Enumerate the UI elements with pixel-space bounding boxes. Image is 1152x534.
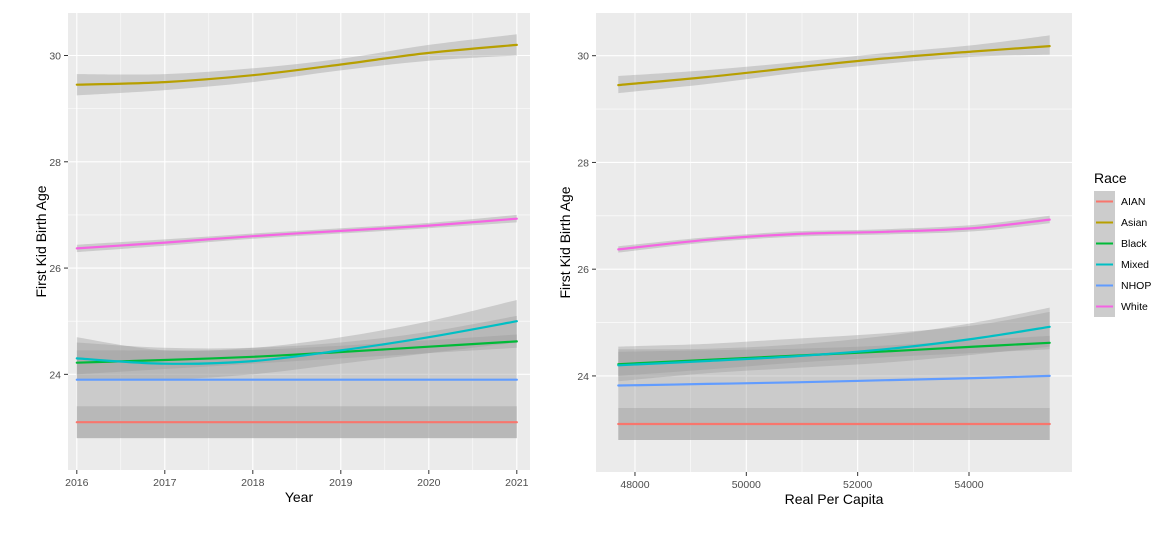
chart-year: 2016 2017 2018 2019 2020 2021 24 26 28 30 Year F… bbox=[33, 13, 530, 505]
y-axis-label: First Kid Birth Age bbox=[33, 185, 49, 297]
trend-lines-per-capita bbox=[617, 45, 1051, 426]
ribbon-nhop bbox=[76, 315, 517, 439]
legend-items: AIAN Asian Black Mixed NHOP White bbox=[1094, 191, 1151, 317]
legend-item-mixed: Mixed bbox=[1094, 254, 1149, 275]
plot-panel-year bbox=[68, 13, 530, 470]
ribbon-white bbox=[618, 215, 1050, 253]
y-tick-label: 30 bbox=[577, 51, 589, 63]
x-tick-label: 2020 bbox=[417, 477, 441, 489]
y-tick-label: 30 bbox=[49, 51, 61, 63]
legend-label: White bbox=[1121, 301, 1148, 313]
legend-item-black: Black bbox=[1094, 233, 1147, 254]
legend-label: AIAN bbox=[1121, 196, 1146, 208]
x-axis-ticks-year: 2016 2017 2018 2019 2020 2021 bbox=[65, 470, 529, 489]
x-axis-label: Real Per Capita bbox=[785, 491, 884, 507]
ribbon-mixed bbox=[618, 307, 1050, 382]
x-tick-label: 54000 bbox=[954, 479, 983, 491]
series-line-mixed bbox=[617, 325, 1051, 367]
series-line-mixed bbox=[75, 320, 518, 365]
y-tick-label: 28 bbox=[49, 157, 61, 169]
y-axis-label: First Kid Birth Age bbox=[557, 186, 573, 298]
y-axis-ticks-per-capita: 24 26 28 30 bbox=[577, 51, 596, 383]
y-tick-label: 24 bbox=[577, 371, 589, 383]
legend-item-asian: Asian bbox=[1094, 212, 1147, 233]
legend-item-aian: AIAN bbox=[1094, 191, 1146, 212]
x-tick-label: 2019 bbox=[329, 477, 353, 489]
legend-item-nhop: NHOP bbox=[1094, 275, 1151, 296]
trend-lines-year bbox=[75, 43, 518, 424]
x-axis-ticks-per-capita: 48000 50000 52000 54000 bbox=[620, 472, 984, 491]
x-tick-label: 48000 bbox=[620, 479, 649, 491]
gridlines-per-capita bbox=[596, 13, 1072, 472]
x-tick-label: 2021 bbox=[505, 477, 529, 489]
series-line-white bbox=[75, 217, 518, 250]
x-tick-label: 2018 bbox=[241, 477, 265, 489]
ribbon-black bbox=[618, 335, 1050, 376]
legend-title: Race bbox=[1094, 170, 1127, 186]
legend-item-white: White bbox=[1094, 296, 1148, 317]
chart-real-per-capita: 48000 50000 52000 54000 24 26 28 30 Real Per C… bbox=[557, 13, 1072, 507]
legend-label: Black bbox=[1121, 238, 1147, 250]
y-axis-ticks-year: 24 26 28 30 bbox=[49, 51, 68, 381]
y-tick-label: 26 bbox=[577, 264, 589, 276]
series-line-white bbox=[617, 218, 1051, 251]
series-line-asian bbox=[75, 43, 518, 86]
legend: Race AIAN Asian Black Mixed NHOP White bbox=[1094, 170, 1151, 317]
series-line-nhop bbox=[617, 374, 1051, 387]
x-tick-label: 50000 bbox=[732, 479, 761, 491]
x-tick-label: 52000 bbox=[843, 479, 872, 491]
y-tick-label: 28 bbox=[577, 157, 589, 169]
x-tick-label: 2016 bbox=[65, 477, 89, 489]
y-tick-label: 24 bbox=[49, 369, 61, 381]
legend-label: Mixed bbox=[1121, 259, 1149, 271]
legend-label: NHOP bbox=[1121, 280, 1151, 292]
x-tick-label: 2017 bbox=[153, 477, 177, 489]
y-tick-label: 26 bbox=[49, 263, 61, 275]
series-line-asian bbox=[617, 45, 1051, 87]
series-line-black bbox=[75, 340, 518, 364]
x-axis-label: Year bbox=[285, 489, 314, 505]
legend-label: Asian bbox=[1121, 217, 1147, 229]
